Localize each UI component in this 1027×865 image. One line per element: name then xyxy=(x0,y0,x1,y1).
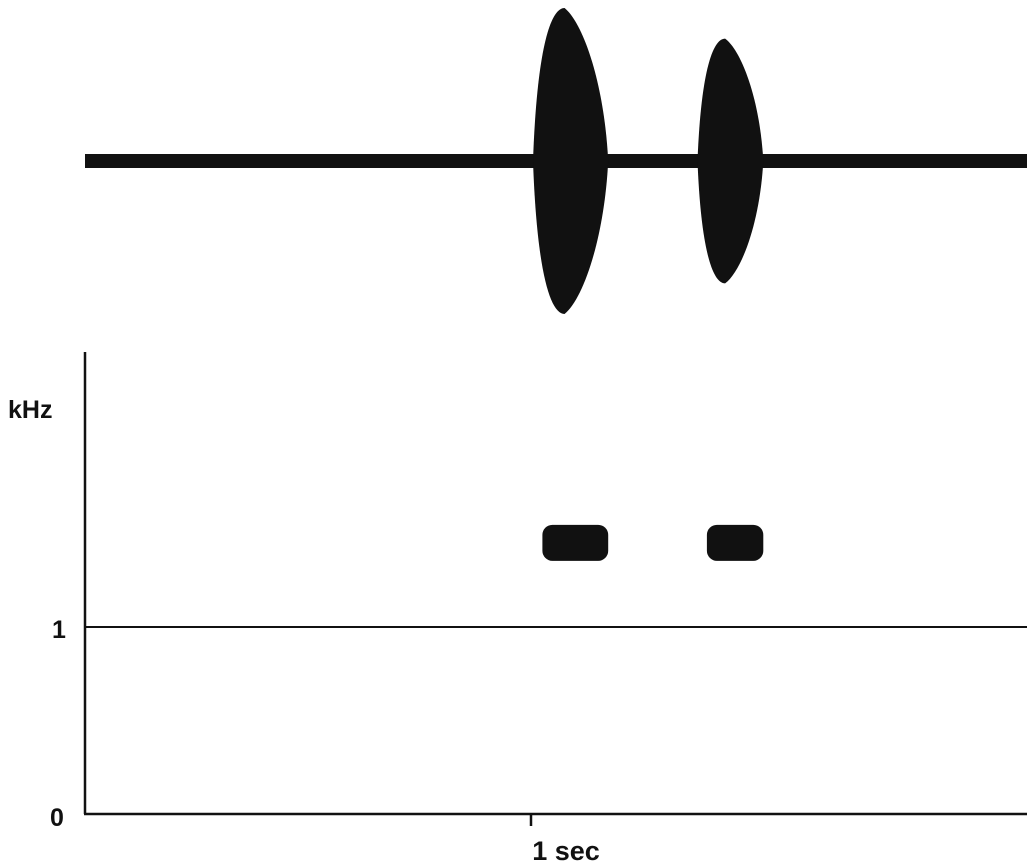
spectrogram: kHz 1 0 1 sec xyxy=(8,352,1027,865)
y-tick-label-0: 0 xyxy=(50,804,64,832)
x-tick-label: 1 sec xyxy=(532,836,600,865)
oscillogram-burst-2 xyxy=(697,38,764,284)
oscillogram xyxy=(85,8,1027,314)
spectrogram-note-2 xyxy=(706,524,764,561)
y-axis-label: kHz xyxy=(8,396,52,424)
spectrogram-notes xyxy=(542,524,764,561)
oscillogram-burst-1 xyxy=(533,8,609,314)
y-tick-label-1: 1 xyxy=(52,616,66,644)
oscillogram-bursts xyxy=(533,8,764,314)
spectrogram-note-1 xyxy=(542,524,609,561)
